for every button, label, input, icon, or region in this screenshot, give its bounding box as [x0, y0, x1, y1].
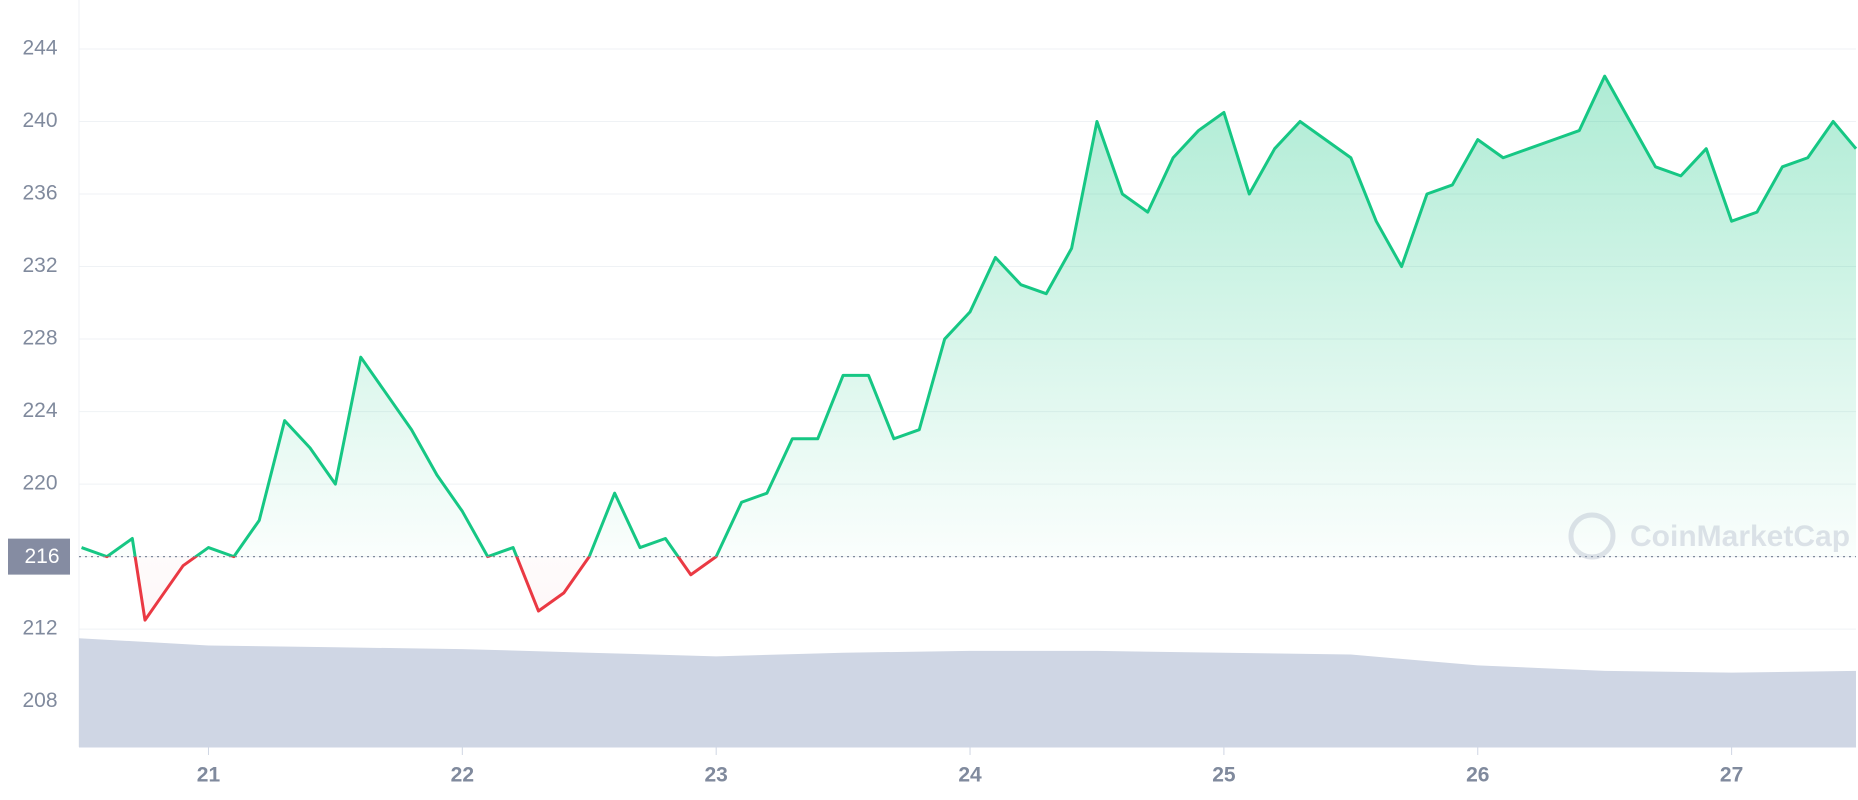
x-tick-label: 27 [1720, 764, 1743, 787]
x-tick-label: 23 [705, 764, 728, 787]
x-tick-label: 24 [958, 764, 982, 787]
y-tick-label: 220 [22, 472, 57, 495]
watermark-logo [1568, 512, 1616, 560]
y-tick-label: 228 [22, 327, 57, 350]
price-area [81, 76, 1856, 621]
y-tick-label: 212 [22, 617, 57, 640]
x-tick-label: 26 [1466, 764, 1489, 787]
y-tick-label: 224 [22, 399, 57, 422]
x-tick-label: 21 [197, 764, 221, 787]
y-tick-label: 240 [22, 109, 57, 132]
x-tick-label: 22 [451, 764, 474, 787]
baseline-label: 216 [24, 545, 59, 568]
y-tick-label: 236 [22, 182, 57, 205]
watermark: CoinMarketCap [1568, 512, 1850, 560]
baseline-label-box [8, 538, 70, 575]
y-tick-label: 208 [22, 689, 57, 712]
x-tick-label: 25 [1212, 764, 1236, 787]
watermark-text: CoinMarketCap [1630, 520, 1850, 553]
y-tick-label: 232 [22, 254, 57, 277]
volume-area [79, 638, 1856, 747]
y-tick-label: 244 [22, 37, 57, 60]
price-line [81, 74, 1858, 622]
